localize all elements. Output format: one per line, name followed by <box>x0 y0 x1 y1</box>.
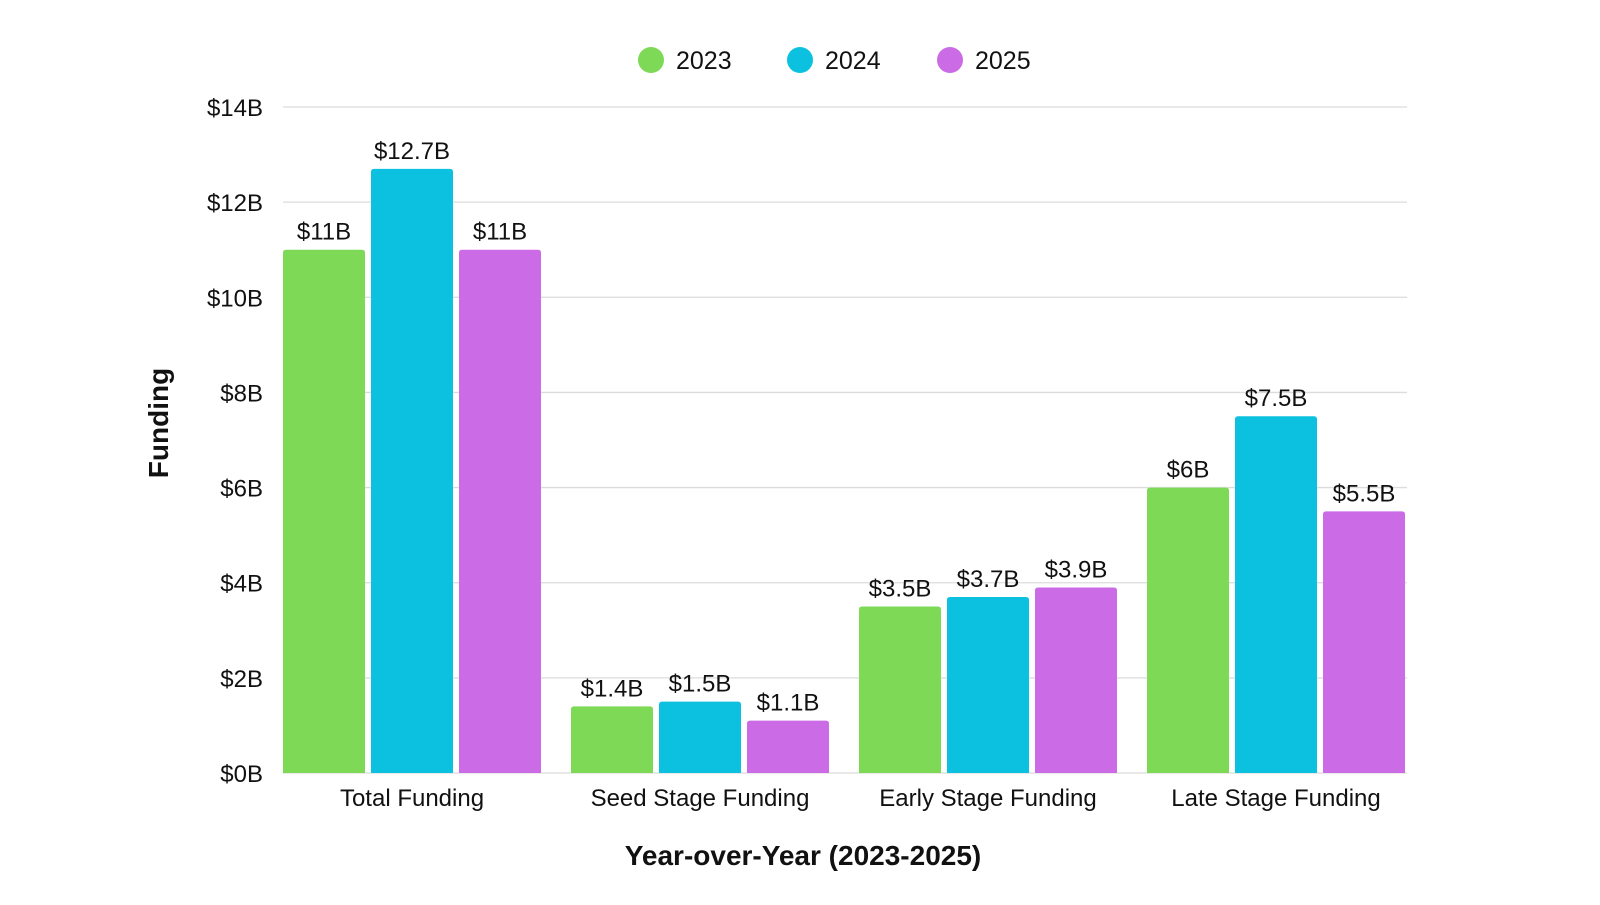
data-label: $3.9B <box>1045 556 1108 583</box>
y-tick-label: $14B <box>207 95 263 122</box>
y-axis-ticks: $0B $2B $4B $6B $8B $10B $12B $14B <box>207 95 263 788</box>
bar-2024 <box>947 596 1029 773</box>
legend-marker-2024 <box>787 47 813 73</box>
x-tick-label: Early Stage Funding <box>879 785 1096 812</box>
legend: 2023 2024 2025 <box>638 47 1031 75</box>
bar-2024 <box>659 701 741 773</box>
bar-2024 <box>1235 416 1317 773</box>
x-tick-label: Seed Stage Funding <box>591 785 810 812</box>
data-label: $7.5B <box>1245 385 1308 412</box>
x-tick-label: Late Stage Funding <box>1171 785 1381 812</box>
x-axis-title: Year-over-Year (2023-2025) <box>625 840 981 871</box>
data-label: $3.5B <box>869 576 932 603</box>
y-tick-label: $12B <box>207 190 263 217</box>
data-label: $6B <box>1167 457 1210 484</box>
bar-2025 <box>459 249 541 773</box>
data-label: $11B <box>297 219 351 246</box>
y-tick-label: $10B <box>207 285 263 312</box>
y-tick-label: $0B <box>220 761 263 788</box>
legend-marker-2025 <box>937 47 963 73</box>
data-label: $1.4B <box>581 675 644 702</box>
data-label: $3.7B <box>957 566 1020 593</box>
legend-label: 2024 <box>825 47 881 75</box>
data-label: $1.5B <box>669 671 732 698</box>
legend-label: 2023 <box>676 47 732 75</box>
data-label: $5.5B <box>1333 480 1396 507</box>
y-tick-label: $4B <box>220 571 263 598</box>
x-axis-ticks: Total Funding Seed Stage Funding Early Sta… <box>340 785 1381 812</box>
y-axis-title: Funding <box>143 368 174 478</box>
y-tick-label: $2B <box>220 666 263 693</box>
bar-2025 <box>1035 587 1117 773</box>
y-tick-label: $6B <box>220 476 263 503</box>
legend-marker-2023 <box>638 47 664 73</box>
data-label: $1.1B <box>757 690 820 717</box>
bar-2024 <box>371 168 453 774</box>
legend-label: 2025 <box>975 47 1031 75</box>
bar-2023 <box>1147 487 1229 773</box>
bar-2023 <box>859 606 941 773</box>
x-tick-label: Total Funding <box>340 785 484 812</box>
bar-2023 <box>571 706 653 773</box>
y-tick-label: $8B <box>220 380 263 407</box>
bars: $11B $12.7B $11B $1.4B $1.5B $1.1B $3.5B $3.7B $… <box>283 138 1405 774</box>
data-label: $12.7B <box>374 138 450 165</box>
data-label: $11B <box>473 219 527 246</box>
bar-2023 <box>283 249 365 773</box>
bar-2025 <box>1323 511 1405 773</box>
bar-2025 <box>747 720 829 773</box>
